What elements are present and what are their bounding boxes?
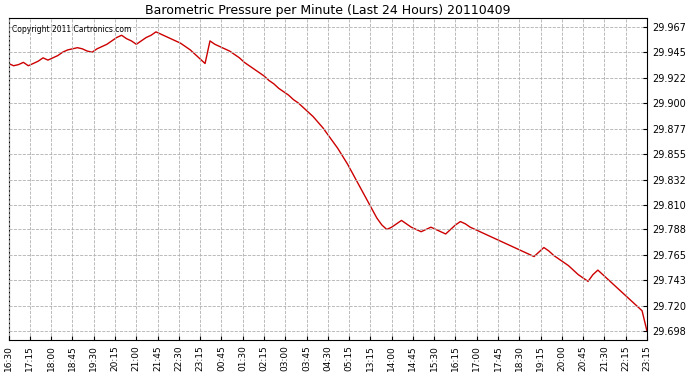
Title: Barometric Pressure per Minute (Last 24 Hours) 20110409: Barometric Pressure per Minute (Last 24 … — [145, 4, 511, 17]
Text: Copyright 2011 Cartronics.com: Copyright 2011 Cartronics.com — [12, 25, 131, 34]
